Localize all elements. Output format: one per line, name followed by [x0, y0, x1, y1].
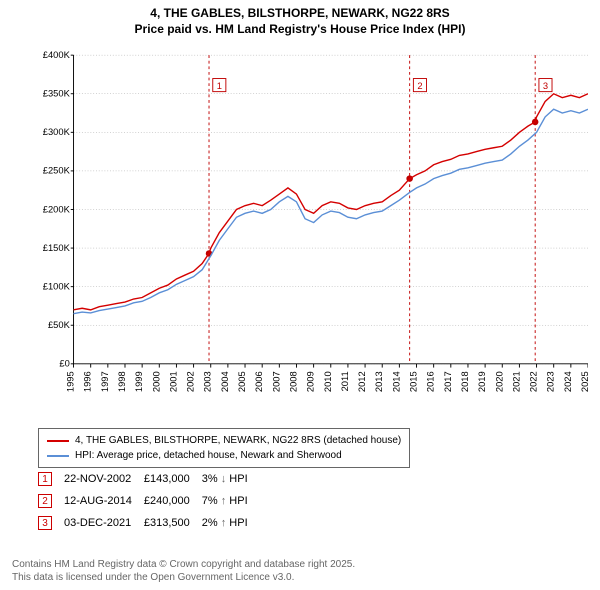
svg-text:2018: 2018	[460, 371, 470, 392]
arrow-down-icon: ↓	[221, 473, 227, 485]
chart-title: 4, THE GABLES, BILSTHORPE, NEWARK, NG22 …	[0, 0, 600, 37]
svg-text:£250K: £250K	[43, 166, 71, 176]
event-pct: 3% ↓ HPI	[202, 468, 260, 490]
svg-text:£400K: £400K	[43, 50, 71, 60]
event-marker-icon: 2	[38, 494, 52, 508]
legend-item: 4, THE GABLES, BILSTHORPE, NEWARK, NG22 …	[47, 433, 401, 448]
svg-text:2020: 2020	[494, 371, 504, 392]
svg-text:2015: 2015	[409, 371, 419, 392]
svg-text:1996: 1996	[83, 371, 93, 392]
chart-container: 4, THE GABLES, BILSTHORPE, NEWARK, NG22 …	[0, 0, 600, 590]
svg-text:2017: 2017	[443, 371, 453, 392]
svg-text:2003: 2003	[203, 371, 213, 392]
svg-text:2010: 2010	[323, 371, 333, 392]
svg-text:2024: 2024	[563, 371, 573, 392]
event-price: £143,000	[144, 468, 202, 490]
svg-text:£50K: £50K	[48, 320, 71, 330]
event-row: 1 22-NOV-2002 £143,000 3% ↓ HPI	[38, 468, 260, 490]
arrow-up-icon: ↑	[221, 495, 227, 507]
svg-text:2011: 2011	[340, 371, 350, 391]
svg-text:2: 2	[417, 81, 422, 91]
legend-swatch	[47, 440, 69, 442]
svg-text:2021: 2021	[511, 371, 521, 392]
svg-text:2009: 2009	[306, 371, 316, 392]
event-row: 3 03-DEC-2021 £313,500 2% ↑ HPI	[38, 512, 260, 534]
events-table: 1 22-NOV-2002 £143,000 3% ↓ HPI 2 12-AUG…	[38, 468, 588, 534]
legend-swatch	[47, 455, 69, 457]
event-date: 12-AUG-2014	[64, 490, 144, 512]
svg-text:1999: 1999	[134, 371, 144, 392]
svg-text:2002: 2002	[186, 371, 196, 392]
svg-text:2016: 2016	[426, 371, 436, 392]
svg-text:2019: 2019	[477, 371, 487, 392]
footer-attribution: Contains HM Land Registry data © Crown c…	[12, 558, 355, 584]
chart-plot-area: £0 £50K £100K £150K £200K £250K £300K £350K £400…	[38, 42, 588, 420]
svg-text:2004: 2004	[220, 371, 230, 392]
title-line-2: Price paid vs. HM Land Registry's House …	[0, 22, 600, 38]
svg-text:2022: 2022	[529, 371, 539, 392]
svg-text:£0: £0	[59, 359, 69, 369]
svg-text:1997: 1997	[100, 371, 110, 392]
svg-text:2000: 2000	[151, 371, 161, 392]
event-date: 03-DEC-2021	[64, 512, 144, 534]
svg-text:2013: 2013	[374, 371, 384, 392]
chart-svg: £0 £50K £100K £150K £200K £250K £300K £350K £400…	[38, 42, 588, 420]
event-price: £313,500	[144, 512, 202, 534]
svg-text:1: 1	[217, 81, 222, 91]
event-marker-icon: 3	[38, 516, 52, 530]
svg-text:£150K: £150K	[43, 243, 71, 253]
svg-text:2006: 2006	[254, 371, 264, 392]
legend-label: 4, THE GABLES, BILSTHORPE, NEWARK, NG22 …	[75, 433, 401, 448]
event-pct: 7% ↑ HPI	[202, 490, 260, 512]
title-line-1: 4, THE GABLES, BILSTHORPE, NEWARK, NG22 …	[0, 6, 600, 22]
arrow-up-icon: ↑	[221, 517, 227, 529]
event-row: 2 12-AUG-2014 £240,000 7% ↑ HPI	[38, 490, 260, 512]
svg-text:2025: 2025	[580, 371, 588, 392]
svg-text:£300K: £300K	[43, 127, 71, 137]
event-pct: 2% ↑ HPI	[202, 512, 260, 534]
legend-label: HPI: Average price, detached house, Newa…	[75, 448, 342, 463]
svg-text:1998: 1998	[117, 371, 127, 392]
svg-text:2023: 2023	[546, 371, 556, 392]
svg-text:1995: 1995	[66, 371, 76, 392]
svg-text:2014: 2014	[391, 371, 401, 392]
svg-text:2007: 2007	[271, 371, 281, 392]
event-price: £240,000	[144, 490, 202, 512]
legend: 4, THE GABLES, BILSTHORPE, NEWARK, NG22 …	[38, 428, 410, 468]
footer-line-1: Contains HM Land Registry data © Crown c…	[12, 558, 355, 571]
svg-text:2001: 2001	[168, 371, 178, 392]
event-date: 22-NOV-2002	[64, 468, 144, 490]
footer-line-2: This data is licensed under the Open Gov…	[12, 571, 355, 584]
svg-text:£200K: £200K	[43, 204, 71, 214]
svg-text:2012: 2012	[357, 371, 367, 392]
legend-item: HPI: Average price, detached house, Newa…	[47, 448, 401, 463]
event-marker-icon: 1	[38, 472, 52, 486]
svg-text:2008: 2008	[288, 371, 298, 392]
svg-text:2005: 2005	[237, 371, 247, 392]
svg-text:£350K: £350K	[43, 89, 71, 99]
svg-text:3: 3	[543, 81, 548, 91]
svg-text:£100K: £100K	[43, 281, 71, 291]
